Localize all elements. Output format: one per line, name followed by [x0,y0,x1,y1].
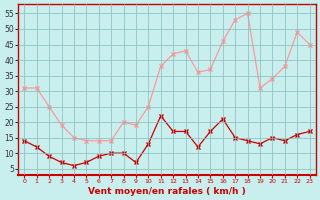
X-axis label: Vent moyen/en rafales ( km/h ): Vent moyen/en rafales ( km/h ) [88,187,246,196]
